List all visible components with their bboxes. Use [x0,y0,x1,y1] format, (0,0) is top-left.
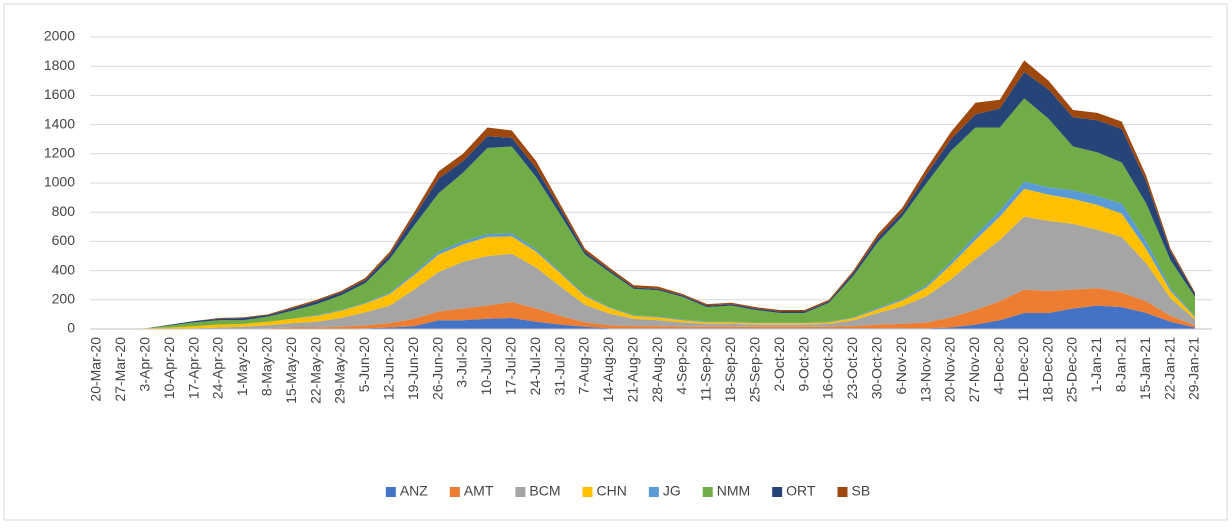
legend-swatch [515,487,526,497]
area [97,288,1195,329]
x-tick-label: 6-Nov-20 [893,337,909,395]
legend-label: BCM [529,483,560,499]
legend-swatch [837,487,848,497]
x-tick-label: 1-Jan-21 [1088,337,1104,392]
y-tick-label: 400 [52,261,76,277]
x-tick-label: 26-Jun-20 [429,337,445,400]
x-tick-label: 4-Dec-20 [991,337,1007,395]
x-tick-label: 27-Nov-20 [966,337,982,403]
x-tick-label: 17-Apr-20 [185,337,201,399]
x-tick-label: 3-Apr-20 [137,337,153,392]
legend-swatch [648,487,659,497]
x-tick-label: 21-Aug-20 [625,337,641,403]
legend-swatch [702,487,713,497]
x-tick-label: 7-Aug-20 [576,337,592,395]
y-tick-label: 1400 [44,115,75,131]
x-tick-label: 13-Nov-20 [917,337,933,403]
y-tick-label: 200 [52,291,76,307]
x-tick-label: 11-Dec-20 [1015,337,1031,402]
x-tick-label: 1-May-20 [234,337,250,396]
x-tick-label: 28-Aug-20 [649,337,665,403]
x-tick-label: 8-Jan-21 [1113,337,1129,392]
x-tick-label: 18-Sep-20 [722,337,738,403]
x-tick-label: 16-Oct-20 [820,337,836,399]
x-tick-label: 22-Jan-21 [1161,337,1177,400]
y-tick-label: 1800 [44,57,75,73]
x-tick-label: 29-May-20 [332,337,348,404]
y-tick-label: 600 [52,232,76,248]
x-tick-label: 15-Jan-21 [1137,337,1153,400]
x-tick-label: 18-Dec-20 [1039,337,1055,403]
x-tick-label: 5-Jun-20 [356,337,372,392]
legend-label: ORT [786,483,816,499]
x-tick-label: 25-Dec-20 [1064,337,1080,403]
x-tick-label: 10-Jul-20 [478,337,494,396]
x-tick-label: 25-Sep-20 [747,337,763,403]
x-tick-label: 15-May-20 [283,337,299,404]
x-tick-label: 12-Jun-20 [381,337,397,400]
area [97,216,1195,329]
x-tick-label: 19-Jun-20 [405,337,421,400]
x-tick-label: 24-Jul-20 [527,337,543,396]
legend-label: NMM [717,483,750,499]
x-tick-label: 27-Mar-20 [112,337,128,402]
x-tick-label: 20-Mar-20 [88,337,104,402]
x-tick-label: 10-Apr-20 [161,337,177,399]
legend-swatch [449,487,460,497]
legend-label: CHN [597,483,627,499]
area [97,188,1195,329]
area [97,181,1195,329]
legend-label: SB [851,483,870,499]
y-tick-label: 1200 [44,145,75,161]
x-tick-label: 29-Jan-21 [1186,337,1202,400]
legend-swatch [385,487,396,497]
y-tick-label: 1600 [44,86,75,102]
legend-swatch [582,487,593,497]
x-tick-label: 22-May-20 [307,337,323,404]
x-tick-label: 9-Oct-20 [795,337,811,392]
x-tick-label: 4-Sep-20 [673,337,689,395]
x-tick-label: 2-Oct-20 [771,337,787,392]
area [97,98,1195,329]
area [97,305,1195,329]
x-tick-label: 30-Oct-20 [869,337,885,399]
x-tick-label: 8-May-20 [259,337,275,396]
x-tick-label: 24-Apr-20 [210,337,226,399]
x-tick-label: 14-Aug-20 [600,337,616,403]
x-tick-label: 17-Jul-20 [503,337,519,396]
y-tick-label: 0 [67,320,75,336]
x-tick-label: 23-Oct-20 [844,337,860,399]
legend-swatch [772,487,783,497]
legend-label: ANZ [400,483,428,499]
x-tick-label: 20-Nov-20 [942,337,958,403]
x-tick-label: 31-Jul-20 [551,337,567,396]
y-tick-label: 1000 [44,174,75,190]
legend-label: AMT [464,483,494,499]
x-tick-label: 11-Sep-20 [698,337,714,402]
y-tick-label: 2000 [44,28,75,44]
y-tick-label: 800 [52,203,76,219]
x-tick-label: 3-Jul-20 [454,337,470,388]
legend-label: JG [663,483,681,499]
